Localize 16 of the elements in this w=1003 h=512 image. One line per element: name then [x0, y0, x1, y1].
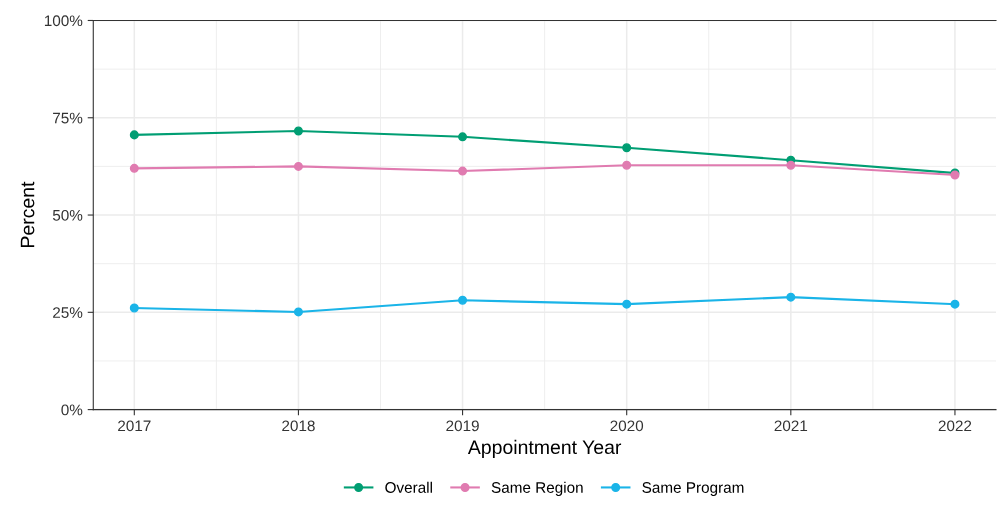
y-tick-label: 75%	[53, 112, 83, 124]
x-tick-label: 2022	[938, 420, 972, 432]
x-tick-label: 2019	[446, 420, 479, 432]
y-tick-label: 25%	[53, 307, 83, 319]
x-tick-label: 2021	[774, 420, 808, 432]
legend-label: Same Program	[642, 482, 744, 496]
x-tick-label: 2018	[282, 420, 315, 432]
legend-label: Overall	[385, 481, 432, 493]
y-tick-label: 0%	[61, 404, 83, 416]
x-tick-label: 2020	[610, 420, 644, 432]
x-axis-title: Appointment Year	[467, 439, 622, 458]
y-tick-label: 100%	[44, 15, 83, 27]
x-tick-label: 2017	[118, 420, 151, 432]
y-tick-label: 50%	[52, 209, 83, 221]
legend-label: Same Region	[491, 481, 583, 496]
y-axis-title: Percent	[20, 181, 35, 247]
